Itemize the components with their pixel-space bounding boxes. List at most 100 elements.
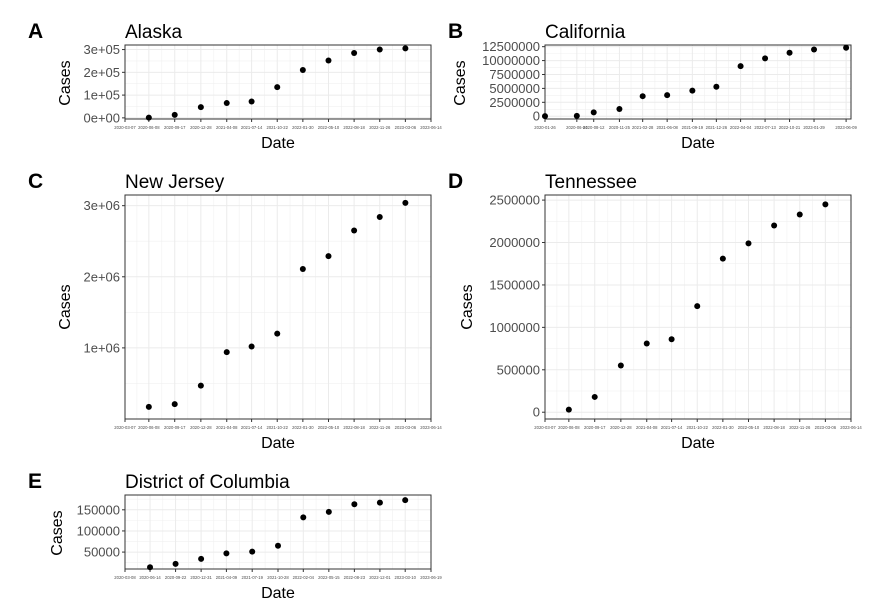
data-point [843, 44, 850, 51]
x-tick-label: 2022-08-18 [343, 425, 365, 430]
x-tick-label: 2021-10-28 [267, 575, 289, 580]
y-tick-label: 1000000 [489, 320, 540, 335]
panel-letter: D [448, 170, 463, 193]
x-tick-label: 2021-10-22 [267, 125, 289, 130]
data-point [376, 214, 383, 221]
x-tick-label: 2022-02-04 [293, 575, 315, 580]
data-point [786, 49, 793, 56]
x-tick-label: 2021-04-08 [216, 125, 238, 130]
x-tick-label: 2022-07-13 [754, 125, 776, 130]
x-tick-label: 2022-11-26 [369, 125, 391, 130]
x-axis-title: Date [681, 135, 715, 152]
x-tick-label: 2022-10-21 [779, 125, 801, 130]
x-tick-label: 2020-03-07 [114, 125, 136, 130]
y-tick-label: 1e+05 [83, 88, 120, 103]
x-tick-label: 2020-12-28 [610, 425, 632, 430]
y-tick-label: 0e+00 [83, 110, 120, 125]
x-tick-label: 2020-03-08 [114, 575, 136, 580]
panel-border [544, 44, 852, 120]
data-point [822, 201, 829, 208]
x-tick-label: 2020-11-25 [609, 125, 631, 130]
plot-background [545, 45, 851, 119]
data-point [145, 114, 152, 121]
x-tick-label: 2022-01-30 [712, 425, 734, 430]
data-point [771, 222, 778, 229]
x-tick-label: 2023-06-19 [420, 575, 442, 580]
x-axis-title: Date [261, 135, 295, 152]
panel-letter: C [28, 170, 43, 193]
x-tick-label: 2023-06-14 [420, 125, 442, 130]
x-tick-label: 2023-01-29 [803, 125, 825, 130]
data-point [248, 98, 255, 105]
data-point [796, 211, 803, 218]
data-point [172, 560, 179, 567]
data-point [639, 93, 646, 100]
y-tick-label: 2000000 [489, 235, 540, 250]
x-tick-label: 2020-06-08 [138, 125, 160, 130]
data-point [376, 46, 383, 53]
data-point [664, 92, 671, 99]
data-point [573, 112, 580, 119]
chart-title: Tennessee [545, 172, 637, 193]
data-point [351, 227, 358, 234]
x-tick-label: 2023-03-06 [395, 425, 417, 430]
x-tick-label: 2021-02-28 [632, 125, 654, 130]
y-tick-label: 7500000 [489, 67, 540, 82]
x-tick-label: 2021-10-22 [267, 425, 289, 430]
data-point [719, 255, 726, 262]
data-point [223, 100, 230, 107]
x-tick-label: 2020-12-28 [190, 425, 212, 430]
x-tick-label: 2021-10-22 [687, 425, 709, 430]
data-point [590, 109, 597, 116]
data-point [197, 104, 204, 111]
data-point [325, 508, 332, 515]
y-tick-label: 12500000 [482, 39, 540, 54]
x-tick-label: 2022-01-30 [292, 425, 314, 430]
data-point [811, 46, 818, 53]
y-tick-label: 10000000 [482, 53, 540, 68]
x-tick-label: 2021-07-14 [241, 425, 263, 430]
y-tick-label: 1e+06 [83, 340, 120, 355]
data-point [694, 303, 701, 310]
data-point [616, 105, 623, 112]
data-point [745, 240, 752, 247]
y-axis-title: Cases [459, 284, 476, 329]
panel-letter: E [28, 470, 42, 493]
y-tick-label: 2e+05 [83, 65, 120, 80]
x-tick-label: 2022-08-18 [343, 125, 365, 130]
x-tick-label: 2023-06-09 [835, 125, 857, 130]
chart-title: District of Columbia [125, 472, 290, 493]
x-axis-title: Date [261, 585, 295, 602]
panel-letter: A [28, 20, 43, 43]
x-tick-label: 2020-09-17 [164, 425, 186, 430]
data-point [275, 542, 281, 549]
x-tick-label: 2020-12-28 [190, 125, 212, 130]
data-point [248, 343, 255, 350]
data-point [376, 499, 383, 506]
data-point [617, 362, 624, 369]
x-tick-label: 2022-11-26 [789, 425, 811, 430]
data-point [689, 87, 696, 94]
panel-border [124, 44, 432, 120]
y-tick-label: 0 [533, 109, 540, 124]
data-point [325, 57, 332, 64]
y-tick-label: 2500000 [489, 193, 540, 208]
x-tick-label: 2022-12-01 [369, 575, 391, 580]
x-tick-label: 2021-04-09 [216, 575, 238, 580]
x-tick-label: 2022-08-23 [344, 575, 366, 580]
x-axis-title: Date [681, 435, 715, 452]
chart-panel-d: 0 500000 1000000 1500000 2000000 2500000 2020-… [448, 170, 862, 452]
data-point [171, 401, 178, 408]
x-tick-label: 2022-05-10 [738, 425, 760, 430]
y-axis-title: Cases [49, 510, 66, 555]
x-tick-label: 2020-03-07 [114, 425, 136, 430]
data-point [249, 548, 256, 555]
data-point [145, 403, 152, 410]
y-tick-label: 2500000 [489, 95, 540, 110]
x-axis-title: Date [261, 435, 295, 452]
data-point [591, 393, 598, 400]
x-tick-label: 2021-07-14 [241, 125, 263, 130]
y-tick-label: 500000 [497, 362, 540, 377]
x-tick-label: 2023-03-10 [394, 575, 416, 580]
chart-panel-e: 50000 100000 150000 2020-03-08 2020-06-14 202… [28, 470, 442, 602]
